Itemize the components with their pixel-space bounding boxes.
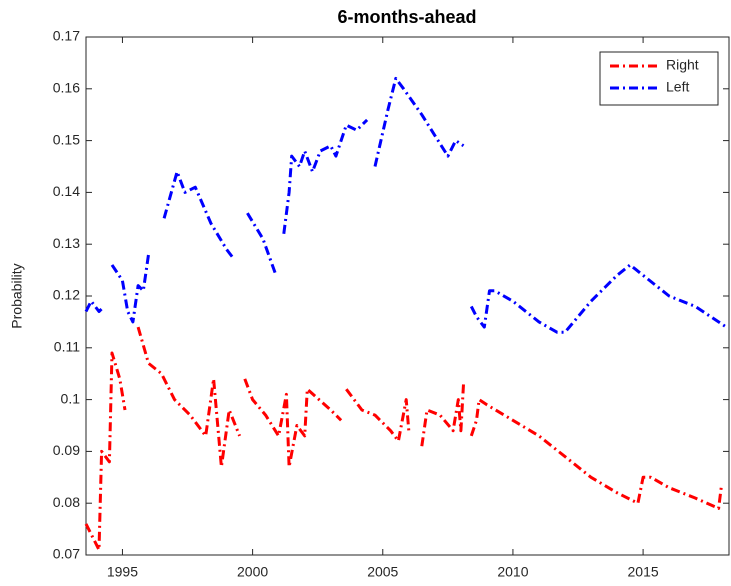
x-tick-label: 2005 (367, 564, 398, 580)
chart-title: 6-months-ahead (337, 7, 476, 27)
legend-label: Left (666, 79, 689, 95)
y-tick-label: 0.15 (53, 131, 80, 147)
y-tick-label: 0.11 (54, 339, 80, 355)
x-tick-label: 1995 (107, 564, 138, 580)
x-tick-label: 2015 (628, 564, 659, 580)
legend-box (599, 51, 719, 106)
x-tick-label: 2010 (497, 564, 528, 580)
y-tick-label: 0.09 (53, 442, 80, 458)
y-tick-label: 0.1 (61, 390, 81, 406)
y-tick-label: 0.17 (53, 28, 80, 44)
y-tick-label: 0.07 (53, 546, 80, 562)
y-tick-label: 0.12 (53, 287, 80, 303)
y-tick-label: 0.08 (53, 494, 80, 510)
y-axis-label: Probability (9, 263, 25, 328)
y-tick-label: 0.13 (53, 235, 80, 251)
line-series (84, 326, 723, 552)
legend-label: Right (666, 57, 699, 73)
x-tick-label: 2000 (237, 564, 268, 580)
y-tick-label: 0.16 (53, 80, 80, 96)
line-series (84, 76, 728, 334)
plot-area (85, 36, 730, 556)
y-tick-label: 0.14 (53, 183, 80, 199)
